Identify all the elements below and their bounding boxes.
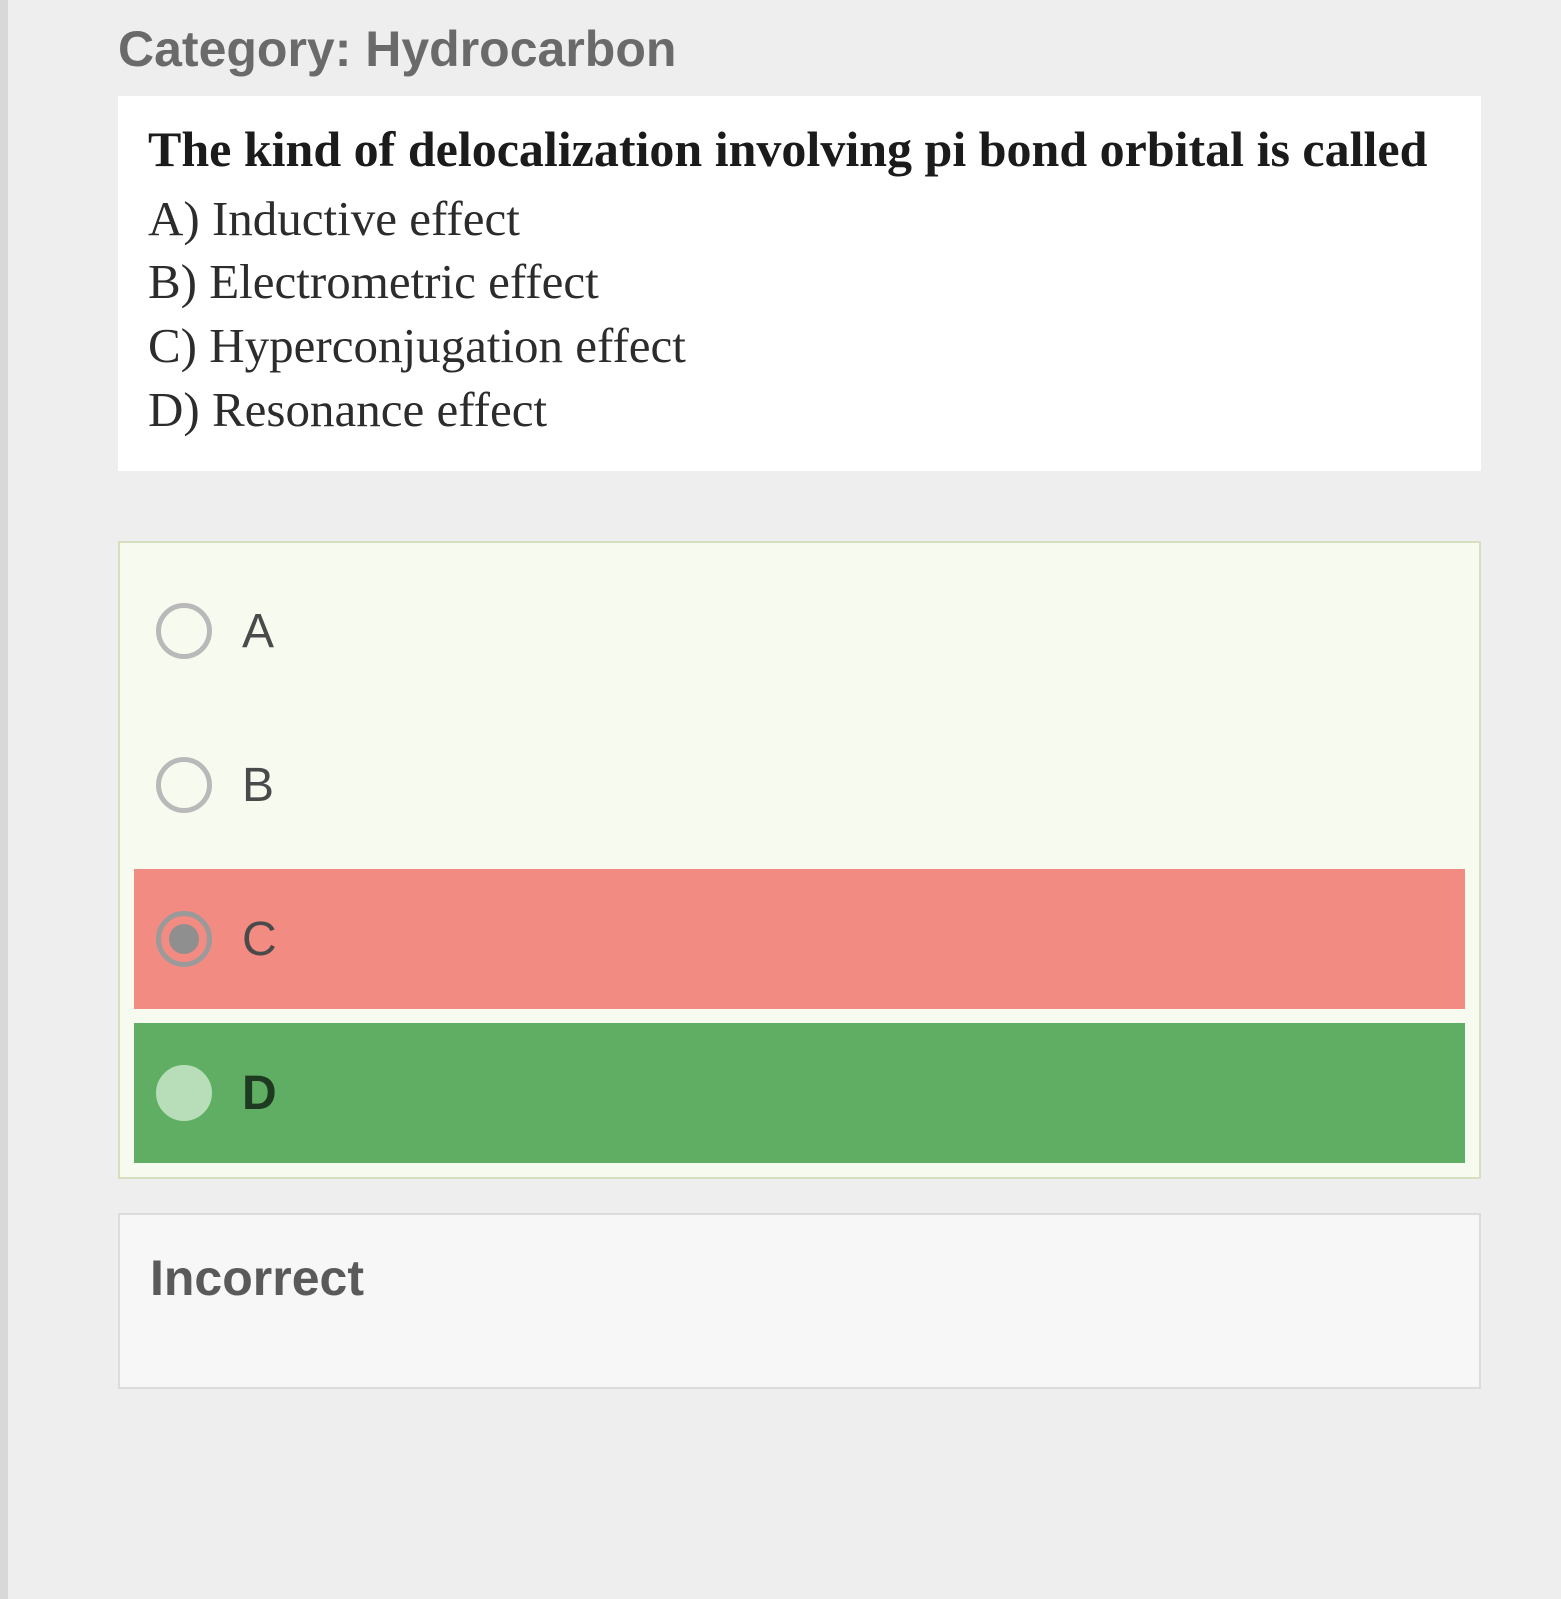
- question-option: B) Electrometric effect: [148, 250, 1451, 314]
- question-stem: The kind of delocalization involving pi …: [148, 118, 1451, 181]
- answer-label: B: [242, 758, 274, 813]
- category-heading: Category: Hydrocarbon: [118, 20, 1481, 78]
- question-card: The kind of delocalization involving pi …: [118, 96, 1481, 471]
- content-area: Category: Hydrocarbon The kind of deloca…: [48, 0, 1561, 1389]
- radio-icon[interactable]: [156, 603, 212, 659]
- answer-label: C: [242, 912, 277, 967]
- answer-option-b[interactable]: B: [134, 715, 1465, 855]
- answer-label: D: [242, 1066, 277, 1121]
- answer-option-d[interactable]: D: [134, 1023, 1465, 1163]
- feedback-text: Incorrect: [150, 1249, 1449, 1307]
- answer-option-c[interactable]: C: [134, 869, 1465, 1009]
- radio-icon[interactable]: [156, 911, 212, 967]
- radio-icon[interactable]: [156, 1065, 212, 1121]
- answers-card: A B C D: [118, 541, 1481, 1179]
- question-option: A) Inductive effect: [148, 187, 1451, 251]
- answer-option-a[interactable]: A: [134, 561, 1465, 701]
- question-option: C) Hyperconjugation effect: [148, 314, 1451, 378]
- question-option: D) Resonance effect: [148, 378, 1451, 442]
- answer-label: A: [242, 604, 274, 659]
- question-options-list: A) Inductive effect B) Electrometric eff…: [148, 187, 1451, 442]
- page-root: Category: Hydrocarbon The kind of deloca…: [0, 0, 1561, 1599]
- feedback-card: Incorrect: [118, 1213, 1481, 1389]
- radio-icon[interactable]: [156, 757, 212, 813]
